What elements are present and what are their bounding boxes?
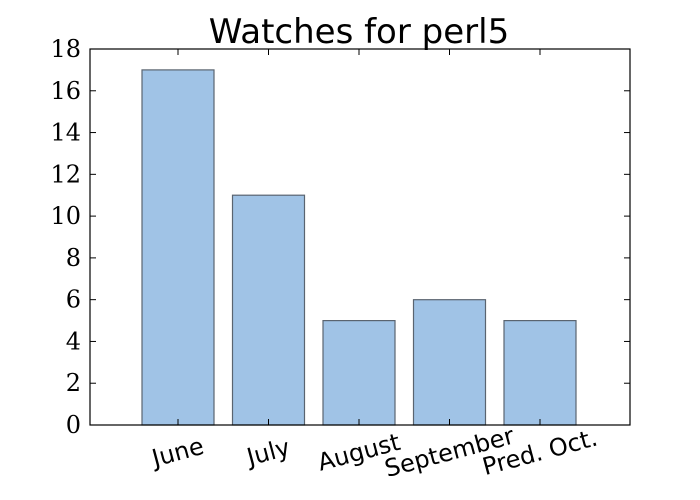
chart-title: Watches for perl5 [209,12,509,52]
x-tick-label: June [147,432,207,473]
bar-pred-oct [503,320,577,426]
y-tick-label: 10 [50,202,81,230]
y-tick-label: 0 [66,411,81,439]
bar-september [412,299,487,426]
y-tick-label: 12 [50,160,81,188]
bars-layer [141,69,577,426]
y-tick-label: 6 [66,286,81,314]
x-tick-label: July [242,433,293,472]
plot-area-frame [89,48,631,426]
y-tick-label: 2 [66,369,81,397]
y-tick-label: 4 [66,327,81,355]
y-tick-label: 18 [50,35,81,63]
bar-june [141,69,215,426]
bar-august [322,320,396,426]
y-tick-labels: 0 2 4 6 8 10 12 14 16 18 [50,35,81,439]
bar-july [231,194,306,426]
y-tick-label: 8 [66,244,81,272]
y-tick-label: 14 [50,119,81,147]
y-tick-label: 16 [50,77,81,105]
